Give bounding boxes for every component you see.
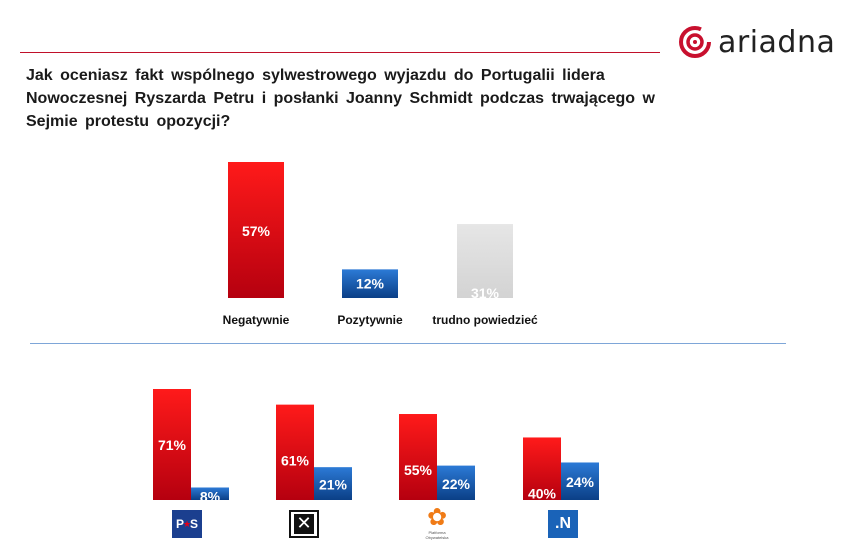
bar-overall-3 — [457, 224, 513, 298]
bar-value-label-overall-3: 31% — [471, 285, 500, 301]
bar-value-label-party-2-series-2: 21% — [319, 477, 348, 493]
bar-overall-2 — [342, 269, 398, 298]
nowoczesna-logo-icon: .N — [548, 510, 578, 538]
brand-name: ariadna — [718, 24, 836, 60]
bar-party-2-series-2 — [314, 467, 352, 500]
bar-party-4-series-2 — [561, 462, 599, 500]
bar-value-label-overall-1: 57% — [242, 223, 271, 239]
bar-value-label-party-1-series-2: 8% — [200, 489, 221, 505]
bar-value-label-overall-2: 12% — [356, 276, 385, 292]
bar-party-3-series-2 — [437, 465, 475, 500]
pis-logo-icon: P ★ S — [172, 510, 202, 538]
bar-party-1-series-2 — [191, 487, 229, 500]
ariadna-logo: ariadna — [678, 22, 835, 62]
header-rule — [20, 52, 660, 53]
category-label-overall-2: Pozytywnie — [337, 313, 403, 327]
bar-party-1-series-1 — [153, 389, 191, 500]
bar-party-3-series-1 — [399, 414, 437, 500]
po-logo-icon: ✿ Platforma Obywatelska — [422, 504, 452, 548]
bar-party-2-series-1 — [276, 404, 314, 500]
category-label-overall-3: trudno powiedzieć — [432, 313, 538, 327]
bar-value-label-party-4-series-1: 40% — [528, 485, 557, 501]
survey-question: Jak oceniasz fakt wspólnego sylwestroweg… — [26, 67, 655, 130]
bar-overall-1 — [228, 162, 284, 298]
bar-value-label-party-2-series-1: 61% — [281, 453, 310, 469]
bar-value-label-party-3-series-2: 22% — [442, 476, 471, 492]
bar-party-4-series-1 — [523, 437, 561, 500]
ariadna-logo-icon — [679, 26, 711, 58]
bar-value-label-party-3-series-1: 55% — [404, 462, 433, 478]
bar-value-label-party-4-series-2: 24% — [566, 474, 595, 490]
bar-value-label-party-1-series-1: 71% — [158, 437, 187, 453]
category-label-overall-1: Negatywnie — [223, 313, 290, 327]
section-divider — [30, 343, 786, 344]
po-logo-text: Platforma Obywatelska — [425, 530, 449, 540]
kukiz15-logo-icon: ✕ — [289, 510, 319, 538]
